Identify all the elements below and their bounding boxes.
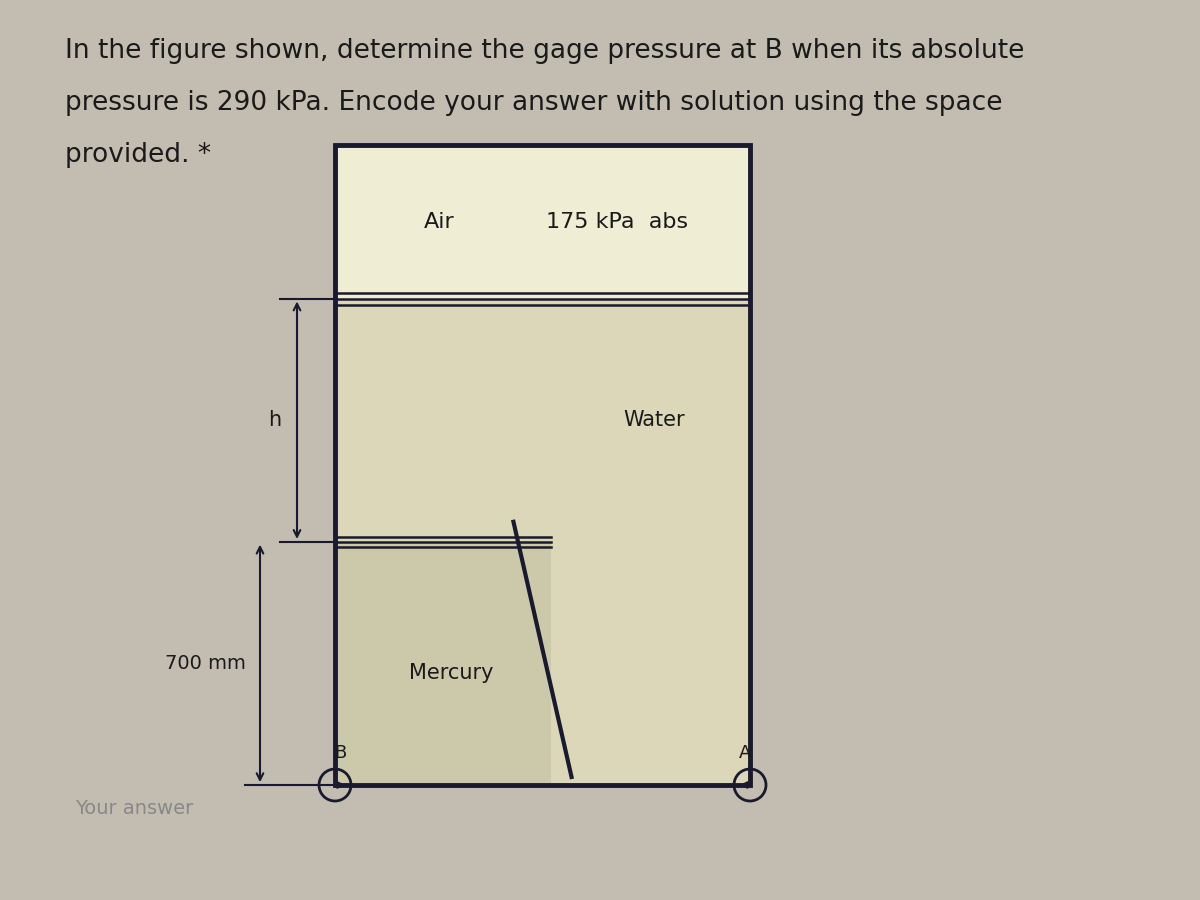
Text: provided. *: provided. *: [65, 142, 211, 168]
Text: Air: Air: [424, 212, 454, 232]
Text: Your answer: Your answer: [74, 799, 193, 818]
Bar: [551, 299, 750, 785]
Text: In the figure shown, determine the gage pressure at B when its absolute: In the figure shown, determine the gage …: [65, 38, 1025, 64]
Text: A: A: [739, 744, 751, 762]
Text: 700 mm: 700 mm: [164, 654, 246, 673]
Text: Water: Water: [624, 410, 685, 430]
Bar: [335, 145, 750, 299]
Text: pressure is 290 kPa. Encode your answer with solution using the space: pressure is 290 kPa. Encode your answer …: [65, 90, 1002, 116]
Text: 175 kPa  abs: 175 kPa abs: [546, 212, 689, 232]
Bar: [335, 299, 551, 542]
Bar: [335, 542, 551, 785]
Text: h: h: [269, 410, 282, 430]
Text: B: B: [334, 744, 346, 762]
Text: Mercury: Mercury: [409, 663, 493, 683]
Bar: [335, 145, 750, 785]
